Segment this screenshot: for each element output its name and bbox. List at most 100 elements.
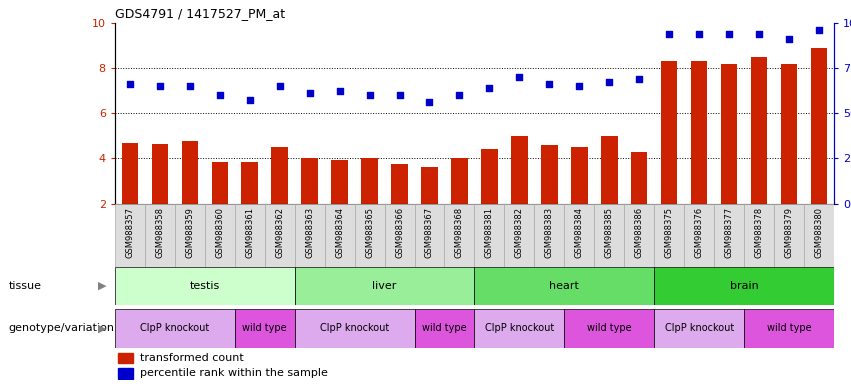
Text: GSM988375: GSM988375 <box>665 207 674 258</box>
Point <box>512 74 526 80</box>
FancyBboxPatch shape <box>115 267 294 305</box>
Text: GSM988376: GSM988376 <box>694 207 704 258</box>
Point <box>722 31 736 37</box>
FancyBboxPatch shape <box>475 267 654 305</box>
Bar <box>571 147 587 204</box>
Text: GSM988379: GSM988379 <box>785 207 793 258</box>
Text: wild type: wild type <box>243 323 287 333</box>
FancyBboxPatch shape <box>475 204 505 267</box>
Bar <box>541 145 557 204</box>
FancyBboxPatch shape <box>294 267 475 305</box>
FancyBboxPatch shape <box>205 204 235 267</box>
Text: GSM988368: GSM988368 <box>455 207 464 258</box>
Point <box>453 92 466 98</box>
Bar <box>151 144 168 204</box>
Text: GSM988361: GSM988361 <box>245 207 254 258</box>
Point <box>662 31 676 37</box>
FancyBboxPatch shape <box>654 204 684 267</box>
Bar <box>451 159 468 204</box>
Text: GDS4791 / 1417527_PM_at: GDS4791 / 1417527_PM_at <box>115 7 285 20</box>
FancyBboxPatch shape <box>774 204 804 267</box>
Bar <box>118 353 133 363</box>
Point <box>363 92 376 98</box>
Bar <box>391 164 408 204</box>
Text: genotype/variation: genotype/variation <box>9 323 115 333</box>
Text: ClpP knockout: ClpP knockout <box>665 323 734 333</box>
FancyBboxPatch shape <box>625 204 654 267</box>
Bar <box>691 61 707 204</box>
Text: ClpP knockout: ClpP knockout <box>320 323 389 333</box>
Text: GSM988366: GSM988366 <box>395 207 404 258</box>
FancyBboxPatch shape <box>475 309 564 348</box>
Bar <box>601 136 618 204</box>
Point <box>333 88 346 94</box>
FancyBboxPatch shape <box>115 309 235 348</box>
Text: GSM988357: GSM988357 <box>125 207 134 258</box>
Bar <box>181 141 198 204</box>
Text: GSM988384: GSM988384 <box>574 207 584 258</box>
Text: brain: brain <box>729 281 758 291</box>
FancyBboxPatch shape <box>115 204 145 267</box>
FancyBboxPatch shape <box>654 267 834 305</box>
Point <box>392 92 406 98</box>
Bar <box>751 57 768 204</box>
Point <box>782 36 796 42</box>
Text: ▶: ▶ <box>98 281 106 291</box>
Point <box>543 81 557 87</box>
FancyBboxPatch shape <box>564 204 594 267</box>
Bar <box>481 149 498 204</box>
FancyBboxPatch shape <box>534 204 564 267</box>
FancyBboxPatch shape <box>174 204 205 267</box>
FancyBboxPatch shape <box>594 204 625 267</box>
Point <box>213 92 226 98</box>
Text: transformed count: transformed count <box>140 353 243 363</box>
Text: GSM988363: GSM988363 <box>306 207 314 258</box>
Point <box>752 31 766 37</box>
FancyBboxPatch shape <box>444 204 475 267</box>
Text: GSM988386: GSM988386 <box>635 207 643 258</box>
Text: tissue: tissue <box>9 281 42 291</box>
Point <box>632 76 646 83</box>
FancyBboxPatch shape <box>744 204 774 267</box>
Text: GSM988360: GSM988360 <box>215 207 225 258</box>
FancyBboxPatch shape <box>744 309 834 348</box>
FancyBboxPatch shape <box>714 204 744 267</box>
FancyBboxPatch shape <box>505 204 534 267</box>
Text: wild type: wild type <box>587 323 631 333</box>
Bar <box>421 167 437 204</box>
Bar <box>362 159 378 204</box>
Text: GSM988365: GSM988365 <box>365 207 374 258</box>
Text: GSM988367: GSM988367 <box>425 207 434 258</box>
Text: heart: heart <box>550 281 580 291</box>
FancyBboxPatch shape <box>414 204 444 267</box>
Text: wild type: wild type <box>422 323 467 333</box>
Text: ClpP knockout: ClpP knockout <box>485 323 554 333</box>
Text: wild type: wild type <box>767 323 811 333</box>
Text: liver: liver <box>373 281 397 291</box>
Text: GSM988385: GSM988385 <box>605 207 614 258</box>
Text: GSM988380: GSM988380 <box>814 207 824 258</box>
Point <box>693 31 706 37</box>
Bar <box>811 48 827 204</box>
FancyBboxPatch shape <box>355 204 385 267</box>
Bar <box>271 147 288 204</box>
Bar <box>721 64 737 204</box>
FancyBboxPatch shape <box>324 204 355 267</box>
Bar <box>631 152 648 204</box>
FancyBboxPatch shape <box>654 309 744 348</box>
Point <box>812 27 825 33</box>
Bar <box>122 142 138 204</box>
Bar <box>661 61 677 204</box>
Point <box>273 83 287 89</box>
Point <box>183 83 197 89</box>
Text: ▶: ▶ <box>98 323 106 333</box>
FancyBboxPatch shape <box>294 204 324 267</box>
Text: ClpP knockout: ClpP knockout <box>140 323 209 333</box>
FancyBboxPatch shape <box>414 309 475 348</box>
Text: GSM988378: GSM988378 <box>755 207 763 258</box>
FancyBboxPatch shape <box>265 204 294 267</box>
Point <box>483 85 496 91</box>
FancyBboxPatch shape <box>235 204 265 267</box>
FancyBboxPatch shape <box>804 204 834 267</box>
Bar <box>301 159 318 204</box>
